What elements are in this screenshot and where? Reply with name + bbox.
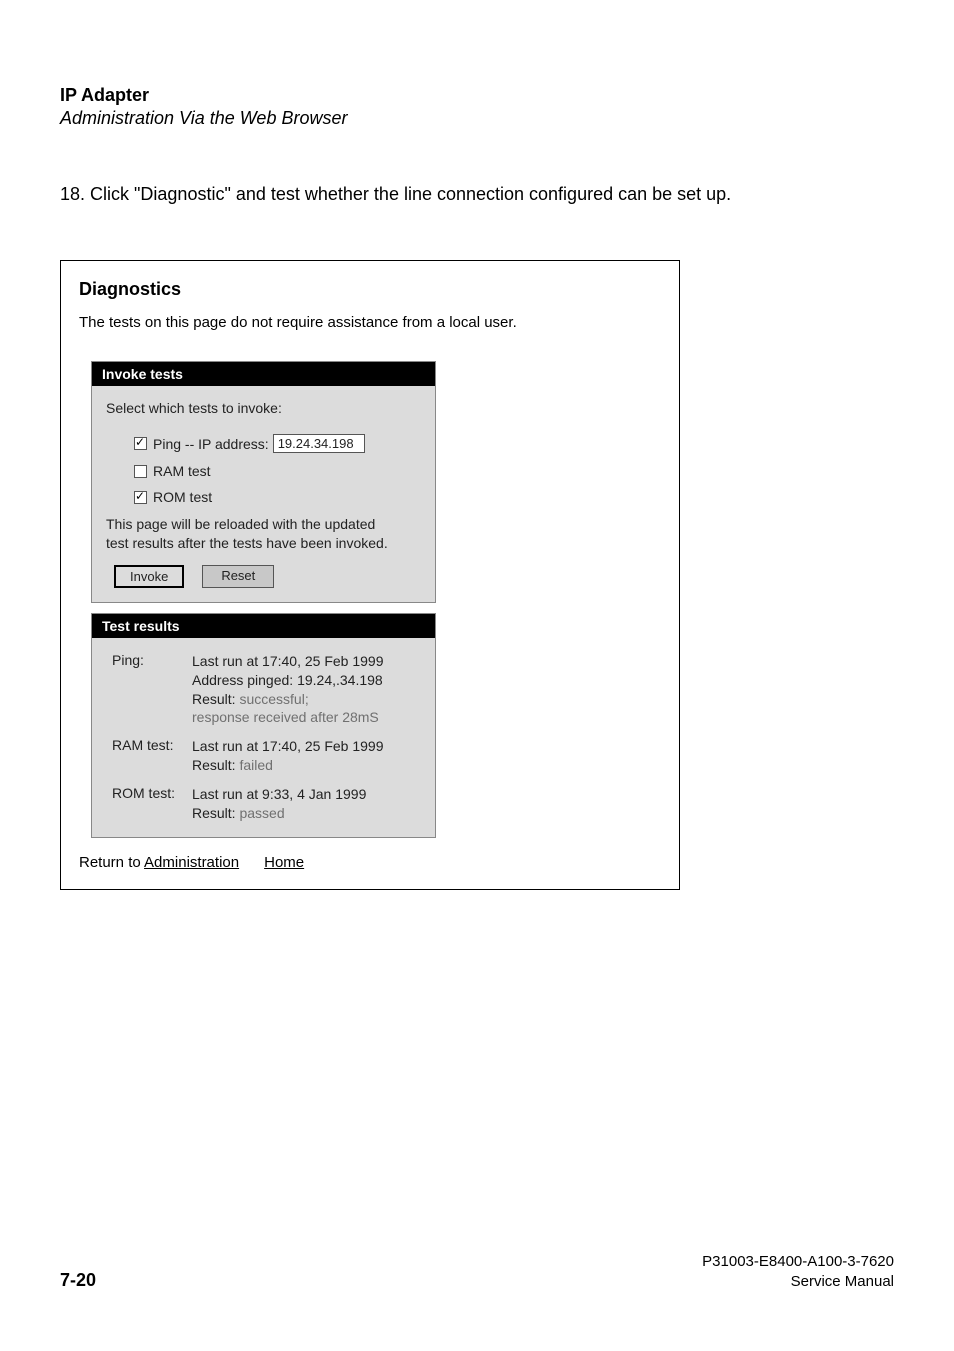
invoke-tests-header: Invoke tests bbox=[92, 362, 435, 386]
ram-checkbox[interactable] bbox=[134, 465, 147, 478]
panel-desc: The tests on this page do not require as… bbox=[79, 314, 661, 331]
return-prefix: Return to bbox=[79, 854, 144, 871]
diagnostics-panel: Diagnostics The tests on this page do no… bbox=[60, 260, 680, 890]
ping-result-prefix: Result: bbox=[192, 691, 236, 707]
ram-result-prefix: Result: bbox=[192, 757, 236, 773]
administration-link[interactable]: Administration bbox=[144, 854, 239, 871]
doc-type: Service Manual bbox=[702, 1272, 894, 1292]
page-number: 7-20 bbox=[60, 1270, 96, 1291]
ping-ip-input[interactable]: 19.24.34.198 bbox=[273, 434, 365, 453]
ram-row: RAM test bbox=[134, 463, 421, 479]
reload-note: This page will be reloaded with the upda… bbox=[106, 515, 421, 553]
ping-result-line4: response received after 28mS bbox=[192, 708, 383, 727]
rom-row: ROM test bbox=[134, 489, 421, 505]
ping-result-label: Ping: bbox=[112, 652, 192, 728]
ping-result-val: successful; bbox=[236, 691, 309, 707]
ram-label: RAM test bbox=[153, 463, 211, 479]
instruction-text: 18. Click "Diagnostic" and test whether … bbox=[60, 184, 894, 205]
invoke-button[interactable]: Invoke bbox=[114, 565, 184, 588]
rom-result-line1: Last run at 9:33, 4 Jan 1999 bbox=[192, 785, 366, 804]
doc-id: P31003-E8400-A100-3-7620 bbox=[702, 1252, 894, 1272]
reset-button[interactable]: Reset bbox=[202, 565, 274, 588]
rom-result-prefix: Result: bbox=[192, 805, 236, 821]
panel-title: Diagnostics bbox=[79, 279, 661, 300]
ram-result-val: failed bbox=[236, 757, 273, 773]
test-results-box: Test results Ping: Last run at 17:40, 25… bbox=[91, 613, 436, 838]
header-subtitle: Administration Via the Web Browser bbox=[60, 108, 894, 129]
ping-row: Ping -- IP address: 19.24.34.198 bbox=[134, 434, 421, 453]
ping-result-row: Ping: Last run at 17:40, 25 Feb 1999 Add… bbox=[112, 652, 421, 728]
page-footer: 7-20 P31003-E8400-A100-3-7620 Service Ma… bbox=[60, 1252, 894, 1291]
ram-result-line1: Last run at 17:40, 25 Feb 1999 bbox=[192, 737, 383, 756]
rom-label: ROM test bbox=[153, 489, 212, 505]
return-row: Return to Administration Home bbox=[79, 854, 661, 871]
ram-result-label: RAM test: bbox=[112, 737, 192, 775]
ping-result-line2: Address pinged: 19.24,.34.198 bbox=[192, 671, 383, 690]
rom-result-row: ROM test: Last run at 9:33, 4 Jan 1999 R… bbox=[112, 785, 421, 823]
ping-result-line1: Last run at 17:40, 25 Feb 1999 bbox=[192, 652, 383, 671]
ping-checkbox[interactable] bbox=[134, 437, 147, 450]
header-title: IP Adapter bbox=[60, 85, 894, 106]
select-tests-label: Select which tests to invoke: bbox=[106, 400, 421, 416]
rom-result-val: passed bbox=[236, 805, 285, 821]
ram-result-row: RAM test: Last run at 17:40, 25 Feb 1999… bbox=[112, 737, 421, 775]
reload-line2: test results after the tests have been i… bbox=[106, 534, 421, 553]
reload-line1: This page will be reloaded with the upda… bbox=[106, 515, 421, 534]
ping-label: Ping -- IP address: bbox=[153, 436, 269, 452]
invoke-tests-box: Invoke tests Select which tests to invok… bbox=[91, 361, 436, 603]
home-link[interactable]: Home bbox=[264, 854, 304, 871]
rom-result-label: ROM test: bbox=[112, 785, 192, 823]
test-results-header: Test results bbox=[92, 614, 435, 638]
rom-checkbox[interactable] bbox=[134, 491, 147, 504]
